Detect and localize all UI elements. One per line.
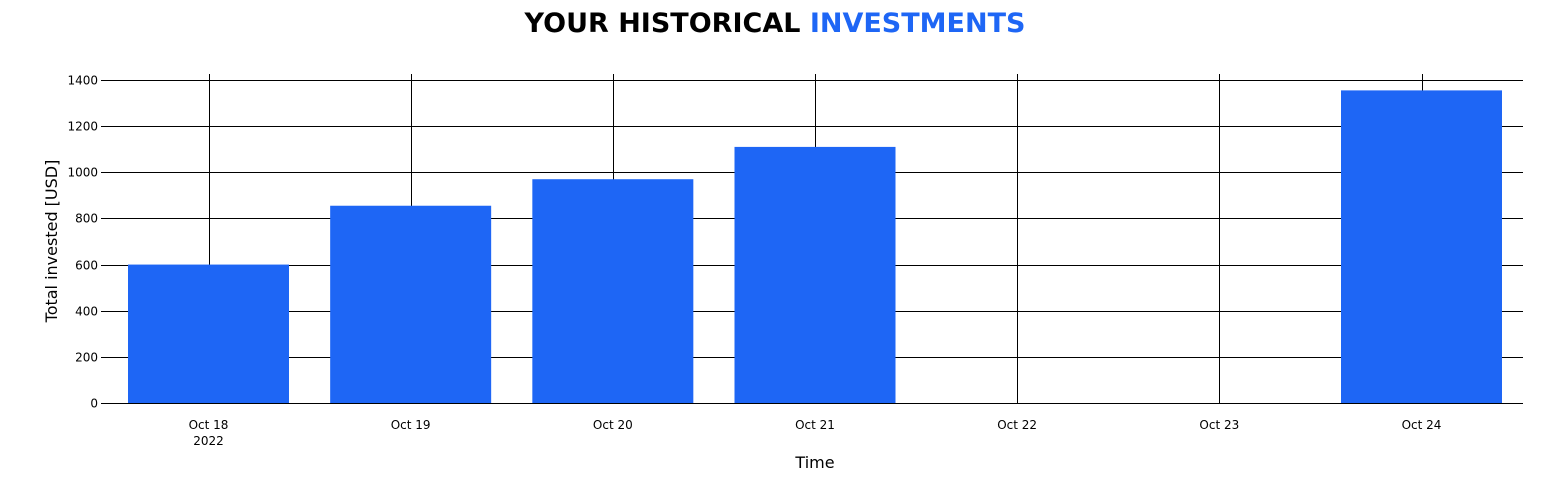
x-tick-label: Oct 23 bbox=[1199, 418, 1239, 432]
y-tick-label: 400 bbox=[75, 305, 98, 319]
x-tick-label: Oct 22 bbox=[997, 418, 1037, 432]
chart-title-part-2: INVESTMENTS bbox=[810, 8, 1026, 39]
axes: 0 200 400 600 800 1000 1200 1400 Oct 18 Oct 19 Oct… bbox=[67, 74, 1523, 448]
y-tick-label: 0 bbox=[90, 397, 98, 411]
x-axis-title: Time bbox=[794, 453, 834, 472]
bar-oct-21 bbox=[734, 146, 896, 403]
x-tick-label: Oct 19 bbox=[391, 418, 431, 432]
y-tick-label: 1000 bbox=[67, 166, 98, 180]
bars bbox=[128, 90, 1502, 403]
bar-oct-24 bbox=[1341, 90, 1502, 403]
y-tick-label: 200 bbox=[75, 351, 98, 365]
chart-title-part-1: YOUR HISTORICAL bbox=[524, 8, 810, 39]
y-axis-title: Total invested [USD] bbox=[42, 160, 61, 324]
bar-oct-18 bbox=[128, 264, 289, 403]
x-tick-label: Oct 24 bbox=[1402, 418, 1442, 432]
y-tick-label: 1200 bbox=[67, 120, 98, 134]
y-tick-label: 1400 bbox=[67, 74, 98, 88]
y-tick-label: 600 bbox=[75, 259, 98, 273]
x-tick-label: Oct 20 bbox=[593, 418, 633, 432]
chart-title: YOUR HISTORICAL INVESTMENTS bbox=[524, 8, 1026, 39]
x-year-label: 2022 bbox=[193, 434, 224, 448]
bar-oct-19 bbox=[330, 205, 492, 403]
x-tick-label: Oct 21 bbox=[795, 418, 835, 432]
y-tick-label: 800 bbox=[75, 212, 98, 226]
bar-oct-20 bbox=[532, 179, 694, 403]
x-tick-label: Oct 18 bbox=[189, 418, 229, 432]
